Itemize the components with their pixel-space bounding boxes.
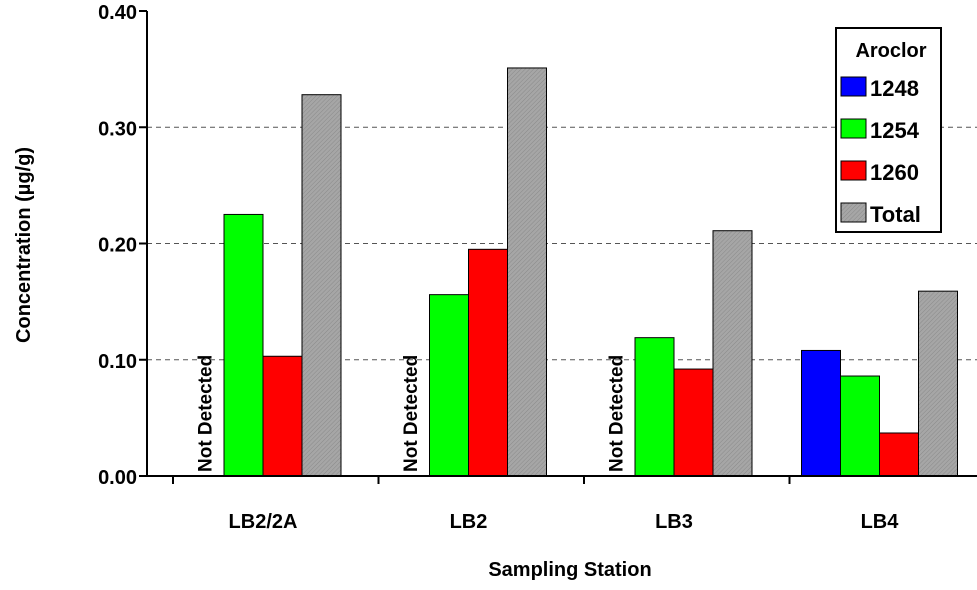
bar-lb4-1260 [879,432,919,477]
x-tick-label: LB4 [861,511,900,533]
bar-lb3-total [712,230,753,477]
legend-label: 1254 [870,118,920,143]
x-axis-label: Sampling Station [488,559,651,581]
x-tick-label: LB2 [450,511,488,533]
y-axis-label: Concentration (µg/g) [13,147,35,343]
legend: Aroclor 1248 1254 1260 Total [835,27,942,233]
legend-label: Total [870,202,921,227]
y-tick-label: 0.20 [98,235,137,257]
legend-label: 1260 [870,160,919,185]
legend-swatch [840,118,867,139]
legend-swatch [840,76,867,97]
bar-lb22a-1254 [223,213,264,477]
y-tick-labels: 0.00 0.10 0.20 0.30 0.40 [98,2,137,489]
bar-lb22a-1260 [262,355,303,477]
y-tick-label: 0.30 [98,118,137,140]
bar-lb22a-total [301,94,342,477]
bars [223,67,958,477]
bar-lb4-1254 [840,375,880,477]
annotations: Not Detected Not Detected Not Detected [196,355,628,472]
legend-swatch [840,160,867,181]
y-tick-label: 0.00 [98,467,137,489]
x-tick-labels: LB2/2A LB2 LB3 LB4 [229,511,900,533]
not-detected-annotation: Not Detected [401,355,422,472]
not-detected-annotation: Not Detected [196,355,217,472]
bar-lb2-total [507,67,547,477]
legend-label: 1248 [870,76,919,101]
bar-lb3-1260 [673,368,714,477]
y-tick-label: 0.10 [98,351,137,373]
axes [139,10,977,484]
legend-title: Aroclor [855,40,926,62]
x-tick-label: LB3 [655,511,693,533]
x-tick-label: LB2/2A [229,511,298,533]
bar-lb4-total [918,290,958,477]
bar-lb2-1260 [468,248,508,477]
not-detected-annotation: Not Detected [607,355,628,472]
bar-lb2-1254 [429,294,469,477]
bar-lb3-1254 [634,337,675,477]
y-tick-label: 0.40 [98,2,137,24]
legend-swatch [840,202,867,223]
bar-lb4-1248 [801,349,841,477]
